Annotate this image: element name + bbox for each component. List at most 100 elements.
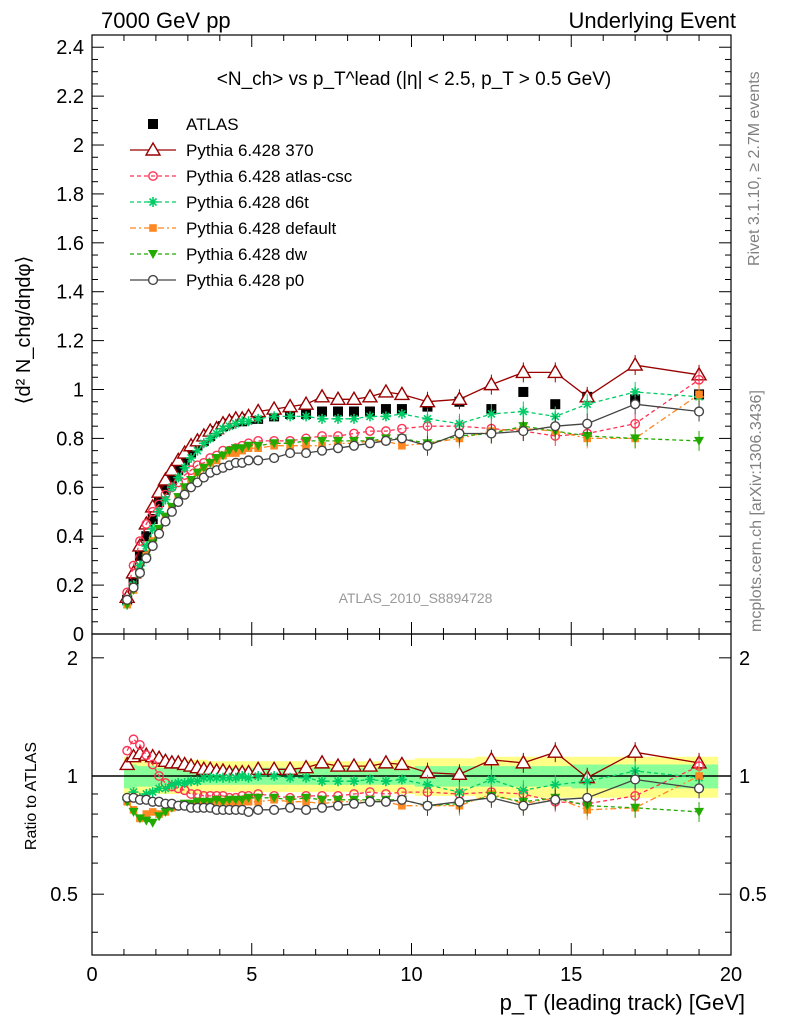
ratio-point-dw xyxy=(694,807,705,817)
ratio-point-370 xyxy=(483,751,500,766)
ratio-point-d6t xyxy=(205,772,216,783)
ratio-point-d6t xyxy=(396,774,407,785)
main-point-dw xyxy=(694,436,705,446)
main-point-d6t xyxy=(141,540,152,551)
ratio-point-dw xyxy=(217,797,228,807)
main-point-dw xyxy=(582,431,593,441)
main-point-d6t xyxy=(285,411,296,422)
x-axis-title: p_T (leading track) [GeV] xyxy=(500,990,745,1015)
main-point-p0 xyxy=(380,435,392,446)
main-point-d6t xyxy=(253,413,264,424)
ratio-point-dw xyxy=(285,795,296,805)
rivet-label: Rivet 3.1.10, ≥ 2.7M events xyxy=(746,71,763,266)
ratio-line-d6t xyxy=(126,770,700,801)
ratio-point-dw xyxy=(269,793,280,803)
ratio-y-label-right: 0.5 xyxy=(739,884,767,906)
main-point-p0 xyxy=(364,438,376,449)
ratio-point-dw xyxy=(154,812,165,822)
main-point-p0 xyxy=(422,440,433,451)
legend-label: Pythia 6.428 p0 xyxy=(186,271,304,290)
ratio-point-p0 xyxy=(269,804,280,815)
main-point-p0 xyxy=(486,428,497,439)
main-point-d6t xyxy=(364,411,375,422)
main-point-p0 xyxy=(128,582,139,593)
ratio-y-label-right: 2 xyxy=(739,648,750,670)
main-point-ATLAS xyxy=(348,406,359,417)
ratio-point-370 xyxy=(361,757,379,772)
main-point-d6t xyxy=(224,421,235,432)
main-point-p0 xyxy=(332,443,344,454)
y-tick-label: 1 xyxy=(73,380,84,402)
main-point-ATLAS xyxy=(317,406,328,417)
main-point-370 xyxy=(345,390,363,405)
main-point-p0 xyxy=(179,489,190,500)
x-tick-label: 20 xyxy=(720,964,742,986)
legend-marker xyxy=(149,224,157,232)
main-point-370 xyxy=(163,461,181,476)
ratio-point-p0 xyxy=(486,792,497,803)
y-tick-label: 2 xyxy=(73,135,84,157)
main-point-ATLAS xyxy=(154,496,165,507)
ratio-y-label-left: 0.5 xyxy=(50,884,78,906)
ratio-point-d6t xyxy=(422,779,433,790)
legend-item-370: Pythia 6.428 370 xyxy=(130,141,314,160)
main-point-370 xyxy=(393,386,411,401)
main-point-p0 xyxy=(396,433,408,444)
main-point-p0 xyxy=(269,452,280,464)
y-tick-label: 0.4 xyxy=(56,526,84,548)
legend-marker xyxy=(148,119,158,129)
main-point-atlas-csc xyxy=(135,536,145,546)
ratio-point-d6t xyxy=(380,776,391,787)
main-point-d6t xyxy=(173,472,184,483)
ratio-point-d6t xyxy=(141,788,152,799)
main-point-d6t xyxy=(160,494,171,505)
ratio-point-d6t xyxy=(348,776,359,787)
main-point-dw xyxy=(217,451,228,461)
main-point-d6t xyxy=(230,418,241,429)
main-point-p0 xyxy=(160,516,171,527)
header-left: 7000 GeV pp xyxy=(101,8,231,33)
main-point-ATLAS xyxy=(166,474,177,485)
ratio-point-default xyxy=(695,772,703,780)
ratio-point-atlas-csc xyxy=(141,750,152,761)
ratio-point-dw xyxy=(253,793,264,803)
main-point-p0 xyxy=(300,447,312,459)
main-point-atlas-csc xyxy=(630,418,641,429)
ratio-point-default xyxy=(398,801,406,810)
legend-marker xyxy=(147,274,159,286)
ratio-point-dw xyxy=(243,793,254,803)
legend-label: ATLAS xyxy=(186,115,239,134)
y-tick-label: 1.8 xyxy=(56,184,84,206)
ratio-point-d6t xyxy=(217,772,228,783)
main-point-ATLAS xyxy=(518,386,529,397)
main-point-p0 xyxy=(630,399,641,410)
main-point-d6t xyxy=(166,482,177,493)
main-point-dw xyxy=(301,436,312,446)
ratio-series-p0 xyxy=(122,769,705,818)
main-point-dw xyxy=(186,475,197,485)
main-point-d6t xyxy=(186,452,197,463)
main-point-d6t xyxy=(380,411,391,422)
ratio-point-dw xyxy=(205,797,216,807)
main-point-370 xyxy=(361,388,379,403)
main-point-dw xyxy=(230,444,241,454)
main-point-dw xyxy=(205,458,216,468)
main-point-p0 xyxy=(141,553,152,564)
main-point-p0 xyxy=(134,567,146,578)
main-series-ATLAS xyxy=(122,386,705,605)
main-point-d6t xyxy=(134,560,145,571)
main-line-default xyxy=(126,393,700,605)
main-point-d6t xyxy=(211,428,222,439)
ratio-point-dw xyxy=(128,807,139,817)
main-point-dw xyxy=(253,441,264,451)
ratio-point-dw xyxy=(147,818,158,828)
main-point-p0 xyxy=(454,428,465,439)
main-point-d6t xyxy=(396,408,407,419)
main-point-dw xyxy=(285,439,296,449)
y-tick-label: 1.4 xyxy=(56,282,84,304)
main-series-d6t xyxy=(122,381,705,610)
main-point-d6t xyxy=(179,462,190,473)
main-point-p0 xyxy=(693,406,705,417)
main-point-ATLAS xyxy=(179,455,190,466)
